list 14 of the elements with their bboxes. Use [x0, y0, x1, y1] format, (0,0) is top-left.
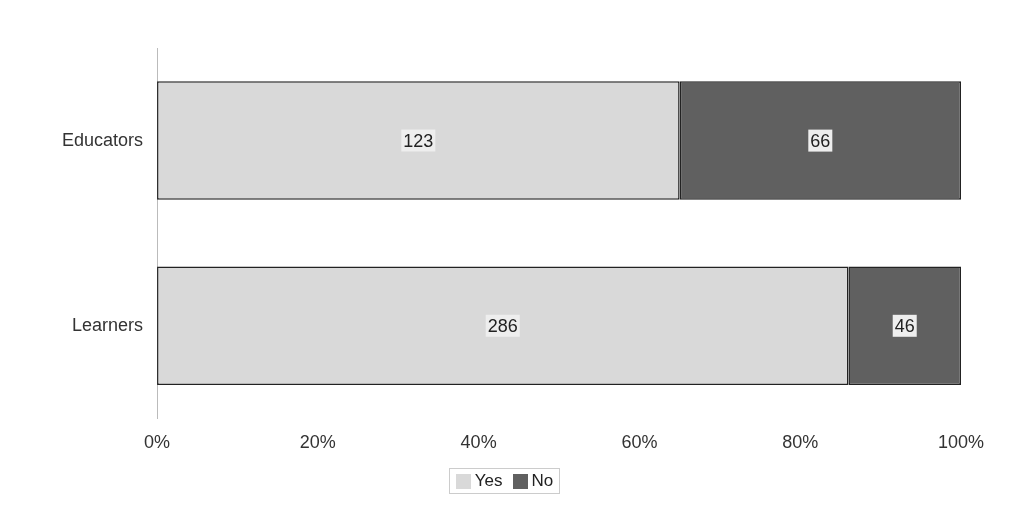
y-tick-label: Learners	[72, 314, 144, 335]
legend-label: Yes	[474, 471, 503, 491]
x-tick-label: 60%	[621, 432, 658, 453]
x-tick-label: 0%	[144, 432, 171, 453]
x-tick-label: 40%	[460, 432, 497, 453]
x-tick-label: 20%	[299, 432, 336, 453]
x-tick-label: 80%	[782, 432, 819, 453]
annotation: 46	[894, 315, 915, 336]
annotation: 286	[487, 315, 518, 336]
annotation: 66	[810, 130, 831, 151]
legend-label: No	[531, 471, 554, 491]
y-tick-label: Educators	[62, 129, 144, 150]
annotation: 123	[403, 130, 434, 151]
x-tick-label: 100%	[937, 432, 985, 453]
